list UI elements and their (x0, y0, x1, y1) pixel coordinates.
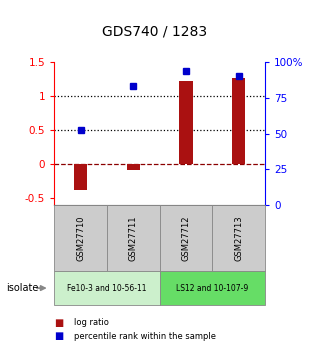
Text: isolate: isolate (6, 283, 38, 293)
Text: ■: ■ (54, 332, 64, 341)
Text: LS12 and 10-107-9: LS12 and 10-107-9 (176, 284, 249, 293)
Bar (74, 164, 87, 190)
Text: log ratio: log ratio (74, 318, 109, 327)
Text: GSM27710: GSM27710 (76, 215, 85, 261)
Bar (127, 164, 140, 170)
Text: ■: ■ (54, 318, 64, 327)
Bar (179, 81, 193, 164)
Bar (232, 78, 245, 164)
Text: GSM27712: GSM27712 (181, 215, 191, 261)
Text: Fe10-3 and 10-56-11: Fe10-3 and 10-56-11 (67, 284, 147, 293)
Text: GDS740 / 1283: GDS740 / 1283 (102, 24, 208, 38)
Text: GSM27711: GSM27711 (129, 215, 138, 261)
Text: percentile rank within the sample: percentile rank within the sample (74, 332, 216, 341)
Text: GSM27713: GSM27713 (234, 215, 243, 261)
